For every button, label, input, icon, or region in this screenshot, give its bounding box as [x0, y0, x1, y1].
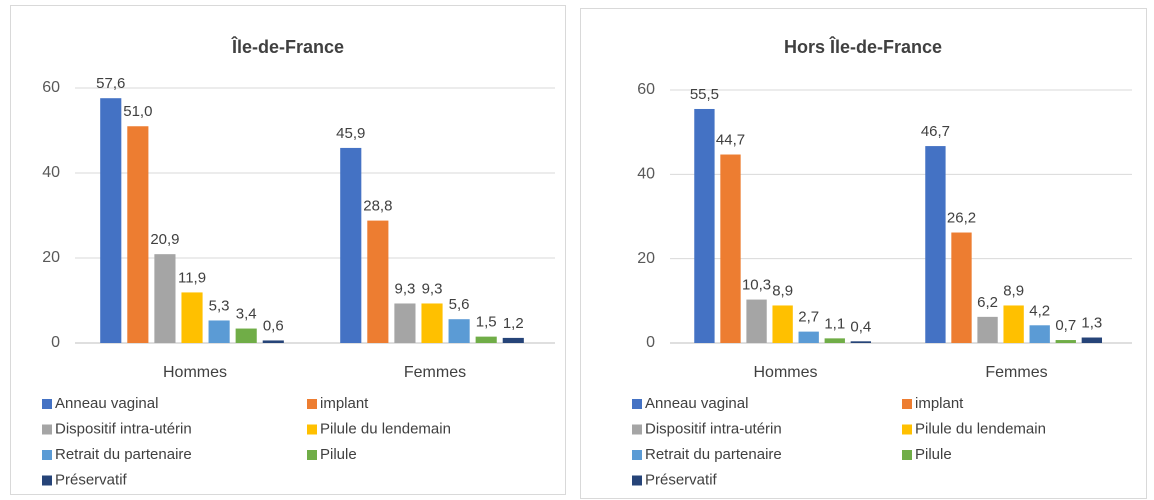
value-label: 44,7: [716, 131, 745, 148]
bar: [208, 320, 230, 343]
value-label: 9,3: [395, 280, 416, 297]
value-label: 4,2: [1029, 302, 1050, 319]
legend-label: Préservatif: [645, 471, 718, 488]
legend-swatch: [632, 424, 642, 435]
legend-label: Préservatif: [55, 471, 128, 488]
value-label: 28,8: [363, 198, 392, 215]
legend-label: Anneau vaginal: [645, 395, 748, 412]
bar: [951, 232, 972, 343]
legend-swatch: [42, 424, 52, 435]
legend-swatch: [902, 424, 912, 435]
value-label: 5,6: [449, 296, 470, 313]
legend-label: implant: [320, 395, 369, 412]
bar: [720, 154, 741, 343]
bar: [746, 299, 767, 343]
x-tick-label: Femmes: [985, 364, 1047, 381]
legend-label: Retrait du partenaire: [645, 446, 782, 463]
bar: [127, 126, 149, 343]
legend-swatch: [42, 450, 52, 460]
legend-swatch: [902, 450, 912, 460]
bar: [475, 336, 497, 343]
legend-swatch: [42, 475, 52, 486]
value-label: 3,4: [236, 306, 257, 323]
legend-label: Pilule du lendemain: [915, 420, 1046, 437]
value-label: 45,9: [336, 125, 365, 142]
legend-swatch: [42, 399, 52, 409]
value-label: 1,5: [476, 314, 497, 331]
bar: [100, 98, 122, 343]
y-tick-label: 60: [42, 79, 60, 96]
legend-label: Retrait du partenaire: [55, 446, 192, 463]
legend-swatch: [307, 424, 317, 435]
value-label: 10,3: [742, 277, 771, 294]
value-label: 9,3: [422, 280, 443, 297]
bar: [181, 292, 203, 343]
bar: [694, 108, 715, 343]
bar: [772, 305, 793, 343]
value-label: 0,7: [1055, 317, 1076, 334]
value-label: 1,2: [503, 315, 524, 332]
bar: [394, 303, 416, 343]
y-tick-label: 0: [51, 334, 60, 351]
bar: [1081, 337, 1103, 343]
legend-label: Dispositif intra-utérin: [55, 420, 192, 437]
legend-label: Pilule: [320, 446, 357, 463]
legend-swatch: [307, 399, 317, 409]
bar: [977, 316, 998, 343]
bar: [798, 331, 819, 343]
legend-swatch: [632, 450, 642, 460]
value-label: 11,9: [178, 269, 206, 286]
value-label: 1,3: [1081, 314, 1102, 331]
legend-swatch: [632, 399, 642, 409]
bar: [1055, 340, 1076, 343]
legend-swatch: [902, 399, 912, 409]
chart-title: Hors Île-de-France: [784, 36, 942, 57]
legend-label: implant: [915, 395, 964, 412]
bar: [850, 341, 872, 343]
legend-label: Dispositif intra-utérin: [645, 420, 782, 437]
value-label: 6,2: [977, 294, 998, 311]
bar: [1029, 325, 1050, 343]
bar: [824, 338, 845, 343]
y-tick-label: 40: [42, 164, 60, 181]
x-tick-label: Femmes: [404, 364, 466, 381]
y-tick-label: 20: [42, 249, 60, 266]
bar: [448, 319, 470, 343]
y-tick-label: 20: [637, 250, 655, 267]
bar: [925, 146, 946, 343]
y-tick-label: 40: [637, 166, 655, 183]
legend-swatch: [307, 450, 317, 460]
bar: [367, 220, 389, 343]
bar: [421, 303, 443, 343]
value-label: 1,1: [824, 315, 845, 332]
value-label: 26,2: [947, 209, 976, 226]
bar: [262, 340, 284, 343]
bar: [1003, 305, 1024, 343]
bar: [502, 337, 524, 343]
value-label: 2,7: [798, 309, 819, 326]
chart-title: Île-de-France: [231, 36, 344, 57]
bar: [154, 254, 176, 343]
value-label: 0,6: [263, 317, 284, 334]
value-label: 5,3: [209, 297, 230, 314]
value-label: 0,4: [850, 318, 871, 335]
x-tick-label: Hommes: [753, 364, 817, 381]
legend-label: Anneau vaginal: [55, 395, 158, 412]
x-tick-label: Hommes: [163, 364, 227, 381]
bar: [235, 328, 257, 343]
legend-swatch: [632, 475, 642, 486]
value-label: 55,5: [690, 86, 719, 103]
value-label: 46,7: [921, 123, 950, 140]
legend-label: Pilule: [915, 446, 952, 463]
value-label: 57,6: [96, 75, 125, 92]
value-label: 8,9: [772, 282, 793, 299]
bar: [340, 147, 362, 343]
legend-label: Pilule du lendemain: [320, 420, 451, 437]
value-label: 8,9: [1003, 282, 1024, 299]
y-tick-label: 0: [646, 334, 655, 351]
value-label: 51,0: [123, 103, 152, 120]
value-label: 20,9: [150, 231, 179, 248]
y-tick-label: 60: [637, 81, 655, 98]
